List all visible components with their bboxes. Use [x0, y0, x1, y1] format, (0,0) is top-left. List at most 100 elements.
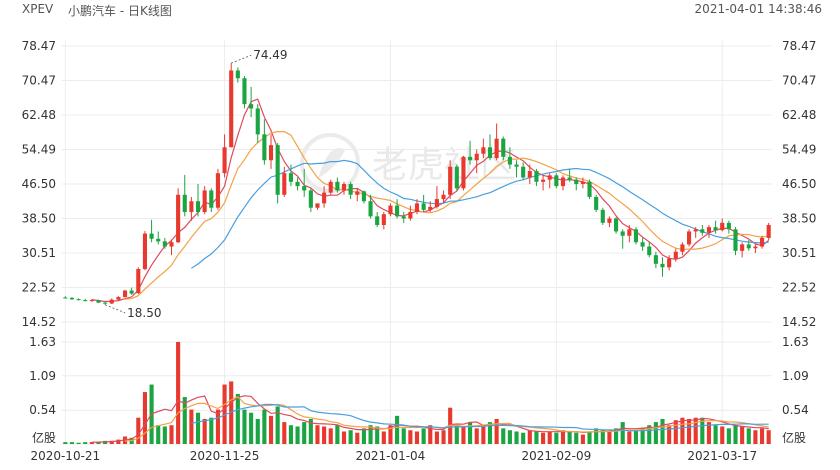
moving-average-lines	[91, 98, 770, 303]
volume-bar	[620, 422, 625, 444]
volume-bar	[341, 431, 347, 444]
candle-body	[633, 229, 639, 243]
price-tick-left: 30.51	[22, 246, 56, 260]
candle-body	[594, 196, 599, 210]
candle-body	[567, 177, 572, 180]
candle-body	[156, 238, 161, 242]
candle-body	[235, 70, 240, 79]
volume-bar	[189, 409, 194, 444]
candle-body	[627, 229, 632, 236]
volume-bar	[587, 431, 592, 444]
volume-bar	[766, 430, 771, 444]
volume-bar	[487, 422, 493, 444]
volume-bar	[302, 422, 307, 444]
candle-body	[209, 190, 214, 208]
volume-bar	[474, 428, 479, 444]
candle-body	[454, 166, 459, 189]
volume-bar	[574, 432, 579, 444]
candle-body	[501, 138, 506, 157]
volume-bar	[288, 425, 293, 444]
volume-bar	[627, 431, 632, 444]
candle-body	[547, 175, 552, 180]
ticker-symbol: XPEV	[22, 2, 54, 16]
volume-bar	[162, 426, 167, 444]
volume-bar	[481, 425, 486, 444]
volume-bar	[667, 425, 672, 444]
candle-body	[375, 216, 380, 225]
volume-bar	[434, 431, 439, 444]
price-tick-right: 54.49	[782, 143, 816, 157]
candle-body	[335, 181, 340, 191]
volume-bar	[388, 425, 393, 444]
candle-body	[706, 227, 712, 233]
candle-body	[222, 147, 227, 174]
candle-body	[282, 173, 287, 195]
volume-bar	[541, 432, 546, 444]
candle-body	[587, 181, 592, 197]
candle-body	[255, 108, 260, 135]
annotation-leader	[231, 54, 252, 64]
candle-body	[162, 241, 167, 247]
candle-body	[746, 244, 751, 249]
volume-bar	[235, 393, 240, 444]
candle-body	[116, 297, 121, 300]
candle-body	[381, 214, 386, 225]
candle-body	[63, 297, 68, 299]
ma10-line	[124, 131, 769, 300]
volume-bar	[355, 432, 360, 444]
volume-bar	[89, 442, 94, 444]
volume-bar	[222, 384, 227, 444]
candle-body	[421, 203, 426, 210]
vol-ma10-line	[124, 396, 769, 442]
volume-bar	[454, 425, 459, 444]
ma20-line	[191, 159, 769, 269]
volume-bar	[560, 430, 566, 444]
candle-body	[640, 242, 645, 247]
candle-body	[215, 173, 220, 208]
candle-body	[693, 229, 698, 232]
volume-bar	[441, 430, 446, 444]
price-tick-left: 46.50	[22, 177, 56, 191]
candle-body	[169, 242, 174, 247]
candle-body	[83, 300, 88, 302]
volume-bar	[673, 420, 678, 444]
chart-title: 小鹏汽车 - 日K线图	[68, 4, 172, 18]
volume-bar	[759, 428, 765, 444]
chart-timestamp: 2021-04-01 14:38:46	[694, 2, 822, 16]
candle-body	[295, 181, 300, 187]
volume-bar	[249, 412, 254, 444]
candle-body	[461, 156, 466, 189]
volume-bar	[720, 426, 725, 444]
price-tick-left: 78.47	[22, 39, 56, 53]
candle-body	[348, 183, 353, 195]
candle-body	[149, 233, 154, 239]
candle-body	[434, 199, 439, 207]
candle-body	[686, 231, 692, 245]
candle-body	[700, 229, 705, 233]
volume-bar	[580, 434, 585, 444]
price-tick-left: 22.52	[22, 281, 56, 295]
volume-bar	[262, 409, 267, 444]
volume-bar	[202, 418, 207, 444]
candle-body	[322, 192, 327, 204]
volume-bar	[209, 417, 214, 444]
candle-body	[428, 206, 433, 210]
vol-ma20-line	[191, 403, 769, 432]
candle-body	[487, 147, 493, 159]
candlestick-series	[63, 63, 771, 305]
candle-body	[580, 181, 585, 184]
volume-bar	[713, 425, 718, 444]
volume-average-lines	[91, 395, 769, 443]
volume-bar	[547, 431, 552, 444]
chart-grid	[62, 40, 772, 445]
price-tick-left: 62.48	[22, 108, 56, 122]
volume-bar	[640, 428, 645, 444]
date-tick-label: 2020-10-21	[30, 449, 100, 463]
candle-body	[341, 183, 347, 191]
candle-body	[129, 290, 134, 294]
candle-body	[89, 300, 94, 302]
candle-body	[481, 147, 486, 154]
volume-unit-left: 亿股	[32, 430, 56, 445]
candle-body	[76, 299, 81, 301]
